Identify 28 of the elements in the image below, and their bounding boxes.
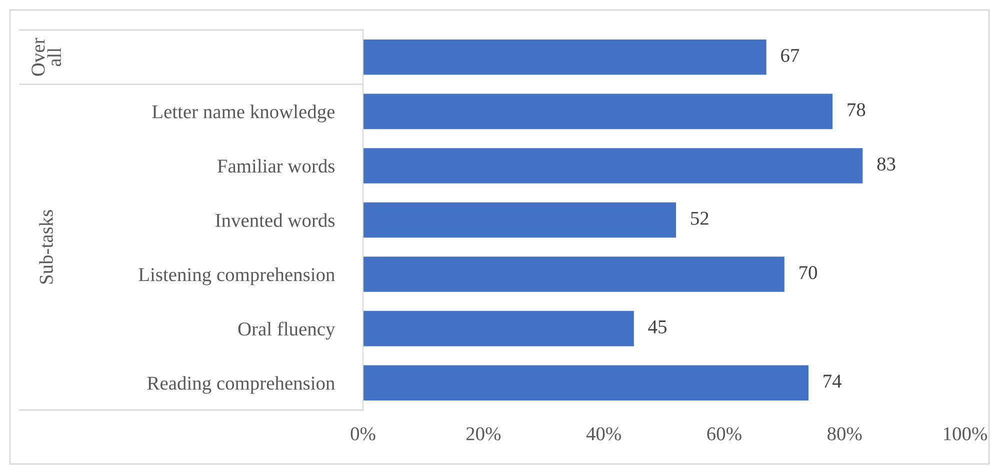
y-tick-label: Letter name knowledge [152, 104, 335, 122]
y-tick-label: Reading comprehension [147, 376, 335, 394]
bar [363, 256, 784, 292]
x-tick-label: 0% [350, 427, 376, 440]
text: Over all [32, 38, 62, 76]
x-tick-label: 60% [707, 427, 742, 440]
x-tick-label: 100% [944, 427, 988, 440]
data-label: 74 [824, 374, 842, 388]
bar [363, 40, 766, 75]
data-label: 70 [800, 266, 817, 280]
y-tick-label: Invented words [216, 213, 335, 227]
text: Sub-tasks [39, 210, 53, 284]
data-label: 45 [648, 320, 666, 334]
data-label: 83 [877, 157, 896, 171]
data-label: 67 [781, 48, 800, 62]
y-tick-label: Oral fluency [238, 322, 336, 340]
bar [363, 202, 676, 238]
y-tick-label: Familiar words [218, 158, 335, 173]
bar [363, 310, 634, 346]
x-tick-label: 20% [466, 427, 501, 440]
data-label: 52 [691, 212, 708, 225]
bar [363, 148, 863, 184]
data-label: 78 [848, 103, 866, 116]
x-tick-label: 40% [586, 427, 621, 440]
bar [363, 94, 833, 130]
bar [363, 365, 808, 400]
y-tick-label: Listening comprehension [138, 268, 335, 286]
x-tick-label: 80% [828, 427, 862, 440]
